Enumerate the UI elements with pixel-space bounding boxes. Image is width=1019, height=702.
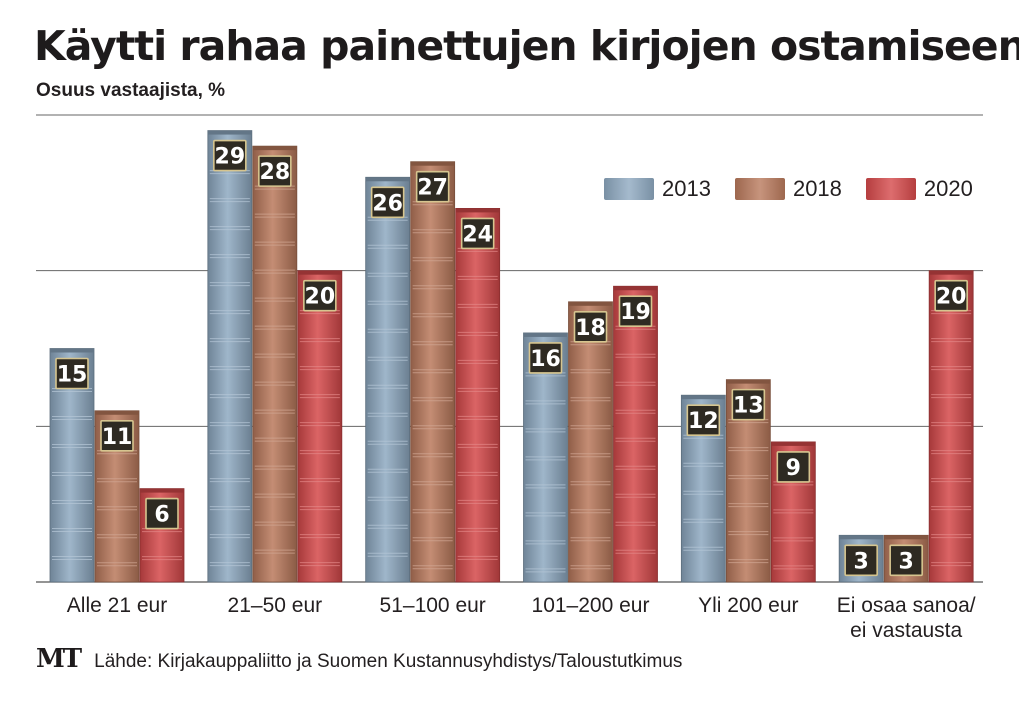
- bar-2020-3: [613, 285, 658, 583]
- x-tick-label: Yli 200 eur: [698, 594, 798, 617]
- data-label-2018-4: 13: [731, 388, 766, 421]
- svg-text:12: 12: [688, 409, 719, 434]
- data-label-2018-5: 3: [889, 544, 923, 577]
- data-label-2018-2: 27: [415, 170, 450, 203]
- legend-swatch-2020: [865, 178, 916, 200]
- svg-text:28: 28: [260, 160, 291, 185]
- data-label-2018-1: 28: [258, 155, 292, 187]
- data-label-2018-0: 11: [100, 419, 134, 452]
- svg-text:16: 16: [530, 347, 561, 372]
- bar-2013-2: [365, 176, 411, 583]
- svg-text:19: 19: [620, 300, 651, 325]
- svg-text:11: 11: [102, 425, 133, 450]
- bar-2018-2: [410, 161, 456, 583]
- svg-text:15: 15: [57, 363, 88, 388]
- data-label-2020-3: 19: [618, 295, 653, 328]
- data-label-2020-4: 9: [776, 451, 811, 483]
- legend-item-2018: 2018: [734, 176, 842, 202]
- mt-logo: MT: [36, 644, 82, 674]
- x-tick-label: 51–100 eur: [380, 594, 486, 617]
- chart-title: Käytti rahaa painettujen kirjojen ostami…: [34, 22, 1019, 70]
- svg-text:9: 9: [786, 456, 801, 481]
- bar-2013-1: [207, 130, 253, 583]
- svg-text:29: 29: [215, 145, 246, 170]
- bar-2020-2: [455, 207, 501, 583]
- svg-text:6: 6: [154, 503, 169, 528]
- svg-text:3: 3: [854, 549, 869, 574]
- bar-2020-5: [928, 270, 974, 583]
- legend-label-2018: 2018: [792, 176, 842, 201]
- grid-lines: [36, 114, 983, 583]
- x-axis-labels: Alle 21 eur 21–50 eur 51–100 eur 101–200 eu…: [67, 594, 976, 642]
- data-label-2018-3: 18: [573, 310, 608, 343]
- data-label-2013-4: 12: [686, 404, 721, 437]
- data-label-2020-5: 20: [934, 279, 968, 312]
- svg-text:26: 26: [372, 191, 403, 216]
- bars: 15 11 6 29 28 20 26 27 24 16 18 19 12 13 9 3 3 20: [49, 130, 974, 583]
- svg-text:18: 18: [575, 316, 606, 341]
- bar-2020-1: [297, 270, 343, 583]
- source-note: Lähde: Kirjakauppaliitto ja Suomen Kusta…: [94, 651, 683, 672]
- data-label-2013-2: 26: [370, 186, 405, 219]
- x-tick-label: ei vastausta: [850, 619, 962, 642]
- legend: 2013 2018 2020: [604, 176, 973, 202]
- svg-text:13: 13: [733, 394, 764, 419]
- x-tick-label: 101–200 eur: [532, 594, 650, 617]
- data-label-2013-0: 15: [55, 357, 89, 390]
- data-label-2020-2: 24: [460, 217, 495, 250]
- legend-label-2013: 2013: [662, 176, 711, 201]
- data-label-2013-3: 16: [528, 342, 563, 374]
- legend-swatch-2018: [734, 178, 785, 200]
- footer: MT Lähde: Kirjakauppaliitto ja Suomen Ku…: [36, 644, 682, 674]
- legend-label-2020: 2020: [923, 176, 973, 201]
- x-tick-label: Ei osaa sanoa/: [837, 594, 976, 617]
- bar-2018-1: [252, 145, 298, 583]
- bar-2013-3: [523, 332, 568, 583]
- svg-text:3: 3: [899, 549, 914, 574]
- legend-item-2013: 2013: [604, 176, 711, 202]
- legend-item-2020: 2020: [865, 176, 973, 202]
- data-label-2013-1: 29: [213, 139, 247, 172]
- svg-text:27: 27: [417, 176, 448, 201]
- chart-subtitle: Osuus vastaajista, %: [36, 80, 226, 101]
- x-tick-label: Alle 21 eur: [67, 594, 167, 617]
- svg-text:24: 24: [462, 222, 493, 247]
- legend-swatch-2013: [604, 178, 654, 200]
- bar-2018-3: [568, 301, 613, 583]
- data-label-2020-1: 20: [303, 279, 337, 312]
- svg-text:20: 20: [305, 285, 336, 310]
- data-label-2013-5: 3: [844, 544, 878, 577]
- x-tick-label: 21–50 eur: [228, 594, 323, 617]
- data-label-2020-0: 6: [145, 497, 179, 530]
- svg-text:20: 20: [936, 285, 967, 310]
